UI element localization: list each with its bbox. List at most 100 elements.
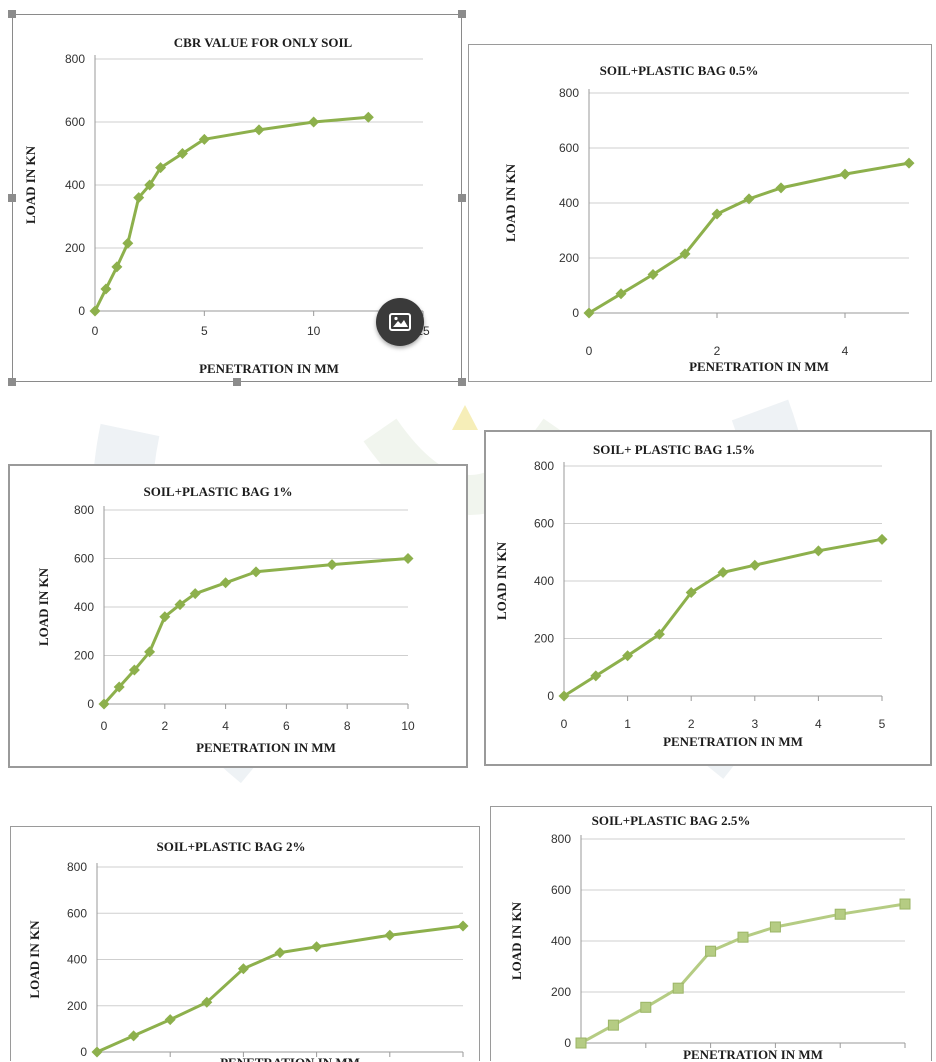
x-axis-label: PENETRATION IN MM: [689, 359, 829, 374]
series-line: [588, 161, 910, 315]
x-tick-label: 0: [586, 344, 593, 358]
chart-panel-plastic-1[interactable]: 0 200 400 600 800 0 2 4 6 8 10 SOIL+PLASTIC BAG 1% P…: [8, 464, 468, 768]
data-point: [384, 929, 396, 941]
data-point: [647, 269, 659, 280]
data-point: [100, 283, 112, 295]
y-axis-label: LOAD IN KN: [494, 541, 509, 620]
data-point: [220, 577, 232, 589]
data-point: [583, 307, 595, 319]
data-point: [903, 157, 915, 169]
x-tick-label: 6: [283, 719, 290, 733]
x-tick-label: 2: [688, 717, 695, 731]
x-tick-label: 10: [307, 324, 321, 338]
data-point: [237, 963, 249, 975]
chart-plastic-1: 0 200 400 600 800 0 2 4 6 8 10 SOIL+PLASTIC BAG 1% P…: [36, 484, 415, 755]
data-point: [749, 559, 761, 571]
x-tick-label: 4: [222, 719, 229, 733]
data-point: [311, 941, 323, 953]
data-point: [590, 670, 602, 682]
y-tick-label: 200: [534, 632, 554, 646]
y-tick-label: 600: [67, 906, 87, 920]
data-point: [575, 1037, 587, 1049]
y-tick-label: 200: [65, 241, 85, 255]
y-tick-label: 200: [67, 999, 87, 1013]
y-tick-label: 0: [572, 306, 579, 320]
image-button[interactable]: [376, 298, 424, 346]
y-tick-label: 0: [78, 304, 85, 318]
data-point: [198, 133, 210, 145]
x-tick-label: 0: [101, 719, 108, 733]
data-point: [111, 261, 123, 273]
image-icon: [389, 313, 411, 331]
data-point: [607, 1019, 619, 1031]
chart-panel-plastic-0-5[interactable]: 0 200 400 600 800 0 2 4 SOIL+PLASTIC BAG 0.5% PEN…: [468, 44, 932, 382]
chart-panel-plastic-1-5[interactable]: 0 200 400 600 800 0 1 2 3 4 5 SOIL+ PLASTIC BAG 1.5…: [484, 430, 932, 766]
x-tick-label: 5: [879, 717, 886, 731]
data-point: [176, 148, 188, 159]
data-point: [89, 305, 101, 317]
resize-handle-top-left[interactable]: [8, 10, 16, 18]
data-point: [622, 650, 634, 662]
chart-title: SOIL+PLASTIC BAG 0.5%: [600, 63, 759, 78]
y-tick-label: 800: [534, 459, 554, 473]
data-point: [144, 646, 156, 658]
chart-title: SOIL+PLASTIC BAG 1%: [144, 484, 293, 499]
series-line: [96, 924, 464, 1054]
series-line: [102, 557, 409, 705]
y-tick-label: 800: [65, 52, 85, 66]
data-point: [402, 553, 414, 564]
data-point: [775, 182, 787, 194]
y-tick-label: 600: [65, 115, 85, 129]
data-point: [717, 566, 729, 578]
y-tick-label: 600: [559, 141, 579, 155]
data-point: [326, 559, 338, 571]
x-tick-label: 4: [815, 717, 822, 731]
x-tick-label: 1: [624, 717, 631, 731]
y-axis-label: LOAD IN KN: [503, 163, 518, 242]
data-point: [128, 1030, 140, 1042]
resize-handle-bottom[interactable]: [233, 378, 241, 386]
data-point: [164, 1014, 176, 1026]
resize-handle-top-right[interactable]: [458, 10, 466, 18]
data-point: [250, 566, 262, 578]
y-tick-label: 0: [564, 1036, 571, 1050]
data-point: [558, 690, 570, 702]
y-tick-label: 400: [74, 600, 94, 614]
data-point: [98, 698, 110, 710]
x-tick-label: 2: [161, 719, 168, 733]
y-tick-label: 800: [67, 860, 87, 874]
chart-plastic-1-5: 0 200 400 600 800 0 1 2 3 4 5 SOIL+ PLASTIC BAG 1.5…: [494, 442, 888, 749]
x-axis-label: PENETRATION IN MM: [220, 1055, 360, 1062]
y-tick-label: 0: [547, 689, 554, 703]
data-point: [743, 193, 755, 205]
data-point: [362, 111, 374, 123]
data-point: [159, 611, 171, 623]
data-point: [201, 996, 213, 1008]
data-point: [876, 533, 888, 545]
y-tick-label: 800: [551, 832, 571, 846]
y-tick-label: 400: [551, 934, 571, 948]
chart-title: CBR VALUE FOR ONLY SOIL: [174, 35, 353, 50]
x-tick-label: 10: [401, 719, 415, 733]
y-tick-label: 400: [559, 196, 579, 210]
chart-plastic-0-5: 0 200 400 600 800 0 2 4 SOIL+PLASTIC BAG 0.5% PEN…: [503, 63, 915, 374]
data-point: [899, 898, 911, 910]
data-point: [174, 599, 186, 611]
series-line: [563, 537, 883, 698]
data-point: [672, 982, 684, 994]
data-point: [91, 1046, 103, 1058]
resize-handle-right[interactable]: [458, 194, 466, 202]
resize-handle-bottom-left[interactable]: [8, 378, 16, 386]
series-line: [93, 115, 369, 312]
data-point: [653, 628, 665, 640]
resize-handle-bottom-right[interactable]: [458, 378, 466, 386]
y-axis-label: LOAD IN KN: [23, 145, 38, 224]
resize-handle-left[interactable]: [8, 194, 16, 202]
series-line: [580, 902, 906, 1045]
x-tick-label: 5: [201, 324, 208, 338]
x-tick-label: 3: [751, 717, 758, 731]
